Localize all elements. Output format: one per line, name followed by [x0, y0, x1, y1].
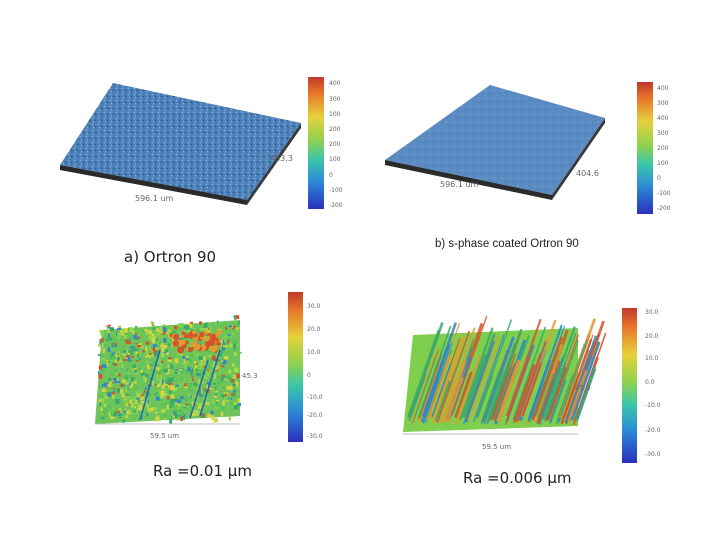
caption-d: Ra =0.006 µm: [463, 469, 572, 487]
scale-tick: 20.0: [645, 333, 659, 340]
scale-tick: 400: [657, 115, 669, 122]
scale-tick: 20.0: [307, 326, 321, 333]
dim-x-label-c: 59.5 um: [150, 432, 179, 440]
scale-tick: -30.0: [645, 451, 661, 458]
panel-b: 596.1 um 404.6 400 300 400 300 200 100 0…: [380, 80, 690, 220]
scale-tick: 400: [657, 85, 669, 92]
scale-tick: 200: [329, 141, 341, 148]
scale-tick: 100: [329, 111, 341, 118]
surface-b-top: [385, 85, 605, 195]
caption-a: a) Ortron 90: [124, 248, 217, 266]
scale-ticks-b: 400 300 400 300 200 100 0 -100 -200: [657, 85, 671, 212]
scale-tick: 200: [329, 126, 341, 133]
dim-x-label-a: 596.1 um: [135, 194, 174, 203]
topography-plot-c: 59.5 um 45.3 30.0 20.0 10.0 0 -10.0 -20.…: [95, 292, 323, 442]
dim-y-label-d: 45.3: [575, 384, 591, 392]
surface-a-front-edge: [60, 165, 247, 205]
surface-b-side-edge: [552, 118, 605, 200]
scale-tick: 400: [329, 80, 341, 87]
scale-tick: -20.0: [307, 412, 323, 419]
scale-tick: 200: [657, 145, 669, 152]
caption-c: Ra =0.01 µm: [153, 462, 252, 480]
scale-tick: 0: [329, 172, 333, 179]
color-scale-bar-b: [637, 82, 653, 214]
dim-y-label-c: 45.3: [242, 372, 258, 380]
scale-tick: 100: [329, 156, 341, 163]
terrain-d: [403, 315, 607, 432]
surface-plot-b: 596.1 um 404.6 400 300 400 300 200 100 0…: [385, 82, 671, 214]
surface-plot-a: 596.1 um 453.3 400 300 100 200 200 100 0…: [60, 77, 343, 209]
surface-a-top: [60, 83, 301, 200]
dim-x-label-b: 596.1 um: [440, 180, 479, 189]
scale-tick: -200: [657, 205, 671, 212]
scale-tick: -30.0: [307, 433, 323, 440]
scale-tick: -100: [657, 190, 671, 197]
panel-a: 596.1 um 453.3 400 300 100 200 200 100 0…: [55, 75, 355, 225]
scale-tick: 10.0: [307, 349, 321, 356]
scale-tick: 0: [657, 175, 661, 182]
surface-b-front-edge: [385, 160, 552, 200]
scale-tick: 30.0: [645, 309, 659, 316]
scale-ticks-d: 30.0 20.0 10.0 0.0 -10.0 -20.0 -30.0: [645, 309, 661, 458]
color-scale-bar-d: [622, 308, 637, 463]
panel-d: 59.5 um 45.3 30.0 20.0 10.0 0.0 -10.0 -2…: [398, 300, 668, 465]
scale-tick: -10.0: [645, 402, 661, 409]
scale-tick: 100: [657, 160, 669, 167]
scale-tick: -100: [329, 187, 343, 194]
scale-tick: 300: [657, 130, 669, 137]
surface-a-side-edge: [247, 123, 301, 205]
terrain-c: [95, 315, 242, 424]
scale-tick: 0: [307, 372, 311, 379]
scale-tick: -10.0: [307, 394, 323, 401]
scale-tick: 10.0: [645, 355, 659, 362]
scale-tick: -200: [329, 202, 343, 209]
caption-b: b) s-phase coated Ortron 90: [435, 238, 579, 250]
scale-ticks-a: 400 300 100 200 200 100 0 -100 -200: [329, 80, 343, 209]
topography-plot-d: 59.5 um 45.3 30.0 20.0 10.0 0.0 -10.0 -2…: [403, 308, 661, 463]
scale-tick: 300: [329, 96, 341, 103]
dim-x-label-d: 59.5 um: [482, 443, 511, 451]
panel-c: 59.5 um 45.3 30.0 20.0 10.0 0 -10.0 -20.…: [90, 290, 330, 450]
scale-tick: -20.0: [645, 427, 661, 434]
dim-y-label-b: 404.6: [576, 169, 599, 178]
color-scale-bar-c: [288, 292, 303, 442]
scale-tick: 30.0: [307, 303, 321, 310]
scale-tick: 0.0: [645, 379, 655, 386]
scale-ticks-c: 30.0 20.0 10.0 0 -10.0 -20.0 -30.0: [307, 303, 323, 440]
color-scale-bar-a: [308, 77, 324, 209]
scale-tick: 300: [657, 100, 669, 107]
dim-y-label-a: 453.3: [270, 154, 293, 163]
